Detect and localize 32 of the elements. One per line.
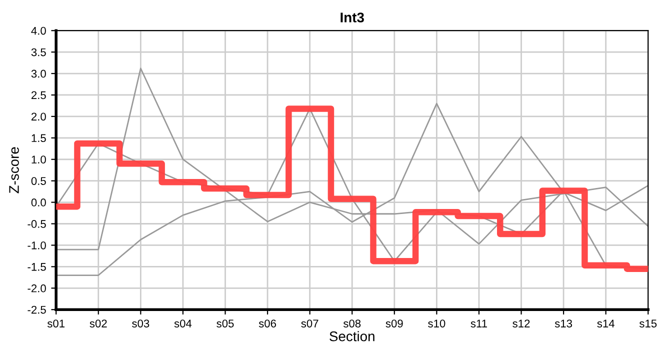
y-tick-label: -2.0 [28,284,46,292]
y-tick-label: 2.0 [31,112,46,121]
x-tick-label: s03 [132,320,150,328]
x-tick-label: s02 [90,320,107,328]
y-tick-label: 1.0 [32,156,46,164]
y-tick-label: -2.5 [28,306,46,314]
y-tick-label: 3.5 [31,48,46,56]
x-tick-label: s01 [47,320,65,328]
x-tick-label: s08 [343,320,361,328]
x-tick-label: s07 [301,320,318,328]
y-tick-label: -1.0 [28,241,46,250]
x-tick-label: s13 [554,320,572,328]
x-tick-label: s10 [428,320,446,328]
x-tick-label: s06 [258,320,276,328]
y-tick-label: 4.0 [31,26,46,35]
y-tick-label: -1.5 [28,263,46,271]
y-tick-label: 3.0 [31,70,46,78]
y-tick-label: 2.5 [31,91,46,100]
y-tick-label: 0.0 [31,198,46,206]
x-tick-label: s04 [174,320,192,328]
y-tick-label: -0.5 [28,220,46,228]
x-tick-label: s05 [216,320,234,328]
chart-title: Int3 [340,12,364,22]
x-tick-label: s11 [470,320,487,328]
x-tick-label: s14 [597,320,614,328]
y-tick-label: 0.5 [31,177,46,185]
x-axis-title: Section [330,331,374,342]
y-tick-label: 1.5 [32,134,46,142]
y-axis-title: Z-score [9,147,19,194]
x-tick-label: s15 [639,320,657,328]
x-tick-label: s09 [386,320,403,328]
x-tick-label: s12 [512,320,530,328]
